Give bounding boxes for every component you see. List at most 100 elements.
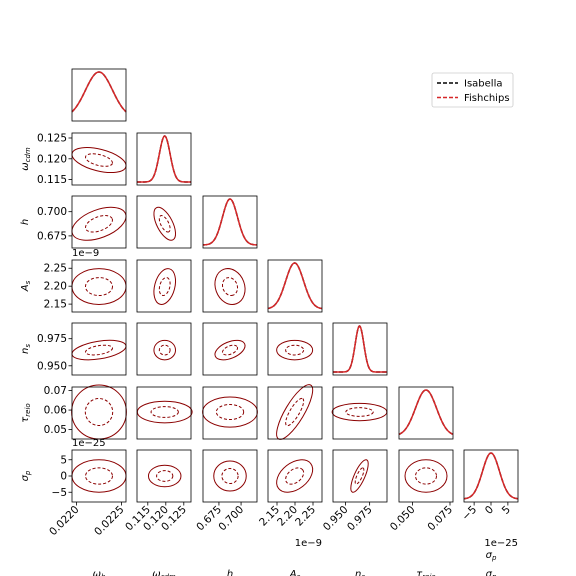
panel-tau_reio-A_s — [267, 384, 323, 440]
xtick-label-n_s-1: 0.975 — [345, 504, 375, 534]
xlabel-tau_reio: τreio — [416, 569, 435, 576]
ylabel-sigma_p: σp — [20, 470, 32, 481]
panel-A_s-h — [202, 259, 258, 313]
panel-n_s-omega_cdm — [136, 322, 192, 376]
contour-inner-A_s-omega_cdm — [158, 277, 171, 297]
ytick-label-omega_cdm-0: 0.115 — [37, 174, 67, 186]
contour-outer-A_s-omega_b — [71, 268, 127, 305]
contour-outer-n_s-h — [214, 339, 246, 361]
ytick-label-omega_cdm-2: 0.125 — [37, 132, 67, 144]
marginal-h-isabella — [202, 198, 258, 246]
contour-outer-sigma_p-omega_cdm — [147, 464, 182, 488]
marginal-n_s-fishchips — [333, 325, 387, 373]
xoffset-sigma_p: 1e−25 — [484, 538, 518, 549]
legend-fishchips-label: Fishchips — [464, 93, 510, 104]
marginal-omega_b-isabella — [71, 71, 127, 113]
contour-outer-tau_reio-omega_b — [71, 384, 127, 440]
contour-inner-sigma_p-h — [221, 467, 239, 485]
xlabel-omega_b: ωb — [93, 569, 106, 576]
ytick-label-sigma_p-2: 5 — [60, 454, 67, 466]
contour-outer-sigma_p-n_s — [350, 459, 369, 493]
panel-frame — [136, 132, 192, 186]
ytick-label-A_s-1: 2.20 — [44, 281, 67, 293]
contour-inner-tau_reio-A_s — [285, 397, 305, 427]
contour-outer-tau_reio-omega_cdm — [136, 400, 193, 424]
xtick-label-A_s-2: 2.25 — [293, 504, 318, 529]
panel-frame — [332, 386, 388, 440]
panel-frame — [136, 322, 192, 376]
panel-tau_reio-tau_reio — [398, 386, 454, 440]
ytick-label-omega_cdm-1: 0.120 — [37, 153, 67, 165]
ytick-label-A_s-0: 2.15 — [44, 299, 67, 311]
ylabel-h: h — [20, 219, 31, 225]
panel-frame — [398, 386, 454, 440]
marginal-n_s-isabella — [333, 325, 387, 373]
contour-inner-sigma_p-tau_reio — [415, 467, 437, 485]
contour-outer-n_s-omega_b — [71, 339, 127, 361]
panel-frame — [267, 449, 323, 503]
legend-isabella-label: Isabella — [464, 79, 502, 90]
yoffset-A_s: 1e−9 — [72, 248, 99, 259]
corner-panels: 0.115 0.120 0.125 ωcdm 0.675 0.700 h 2.15 2.20 2.… — [20, 68, 519, 576]
contour-inner-tau_reio-n_s — [345, 407, 374, 417]
xlabel-n_s: ns — [355, 569, 365, 576]
xtick-label-sigma_p-0: −5 — [460, 504, 479, 523]
ylabel-A_s: As — [20, 280, 32, 292]
contour-outer-sigma_p-h — [213, 460, 247, 492]
panel-frame — [136, 259, 192, 313]
xtick-label-sigma_p-1: 0 — [483, 504, 496, 517]
contour-outer-sigma_p-tau_reio — [404, 459, 448, 493]
ytick-label-n_s-0: 0.950 — [37, 360, 67, 372]
panel-frame — [71, 449, 127, 503]
marginal-omega_cdm-fishchips — [137, 135, 191, 183]
contour-inner-sigma_p-A_s — [285, 467, 305, 485]
contour-outer-h-omega_b — [71, 206, 127, 241]
ytick-label-tau_reio-0: 0.05 — [44, 424, 67, 436]
xtick-label-sigma_p-2: 5 — [500, 504, 513, 517]
marginal-A_s-fishchips — [267, 262, 323, 310]
panel-frame — [202, 259, 258, 313]
xtick-label-tau_reio-0: 0.050 — [388, 504, 418, 534]
marginal-h-fishchips — [202, 198, 258, 246]
xlabel-sigma_p: σp — [486, 569, 497, 576]
panel-frame — [136, 195, 192, 249]
xtick-label-h-1: 0.700 — [216, 504, 246, 534]
panel-frame — [202, 195, 258, 249]
panel-omega_cdm-omega_b: 0.115 0.120 0.125 ωcdm — [20, 132, 127, 186]
ylabel-omega_cdm: ωcdm — [20, 147, 32, 171]
panel-frame — [267, 259, 323, 313]
panel-frame — [267, 322, 323, 376]
contour-outer-tau_reio-A_s — [276, 384, 314, 440]
panel-omega_b-omega_b — [71, 68, 127, 122]
contour-outer-sigma_p-A_s — [276, 459, 314, 493]
panel-frame — [332, 322, 388, 376]
contour-inner-A_s-h — [221, 277, 239, 297]
contour-outer-A_s-omega_cdm — [153, 268, 177, 305]
panel-frame — [202, 322, 258, 376]
contour-inner-tau_reio-omega_b — [84, 398, 114, 427]
panel-omega_cdm-omega_cdm — [136, 132, 192, 186]
legend: Isabella Fishchips — [431, 72, 514, 108]
contour-inner-tau_reio-omega_cdm — [150, 406, 179, 418]
contour-outer-n_s-omega_cdm — [153, 339, 177, 361]
xtick-label-tau_reio-1: 0.075 — [425, 504, 455, 534]
ylabel-n_s: ns — [20, 344, 32, 354]
xtick-label-omega_b-0: 0.0220 — [47, 504, 81, 538]
yoffset-sigma_p: 1e−25 — [72, 438, 106, 449]
marginal-A_s-isabella — [267, 262, 323, 310]
contour-inner-h-omega_b — [84, 215, 114, 233]
panel-A_s-omega_cdm — [136, 259, 192, 313]
panel-frame — [136, 386, 192, 440]
ytick-label-h-1: 0.700 — [37, 206, 67, 218]
contour-inner-omega_cdm-omega_b — [85, 153, 113, 167]
contour-inner-n_s-A_s — [285, 344, 305, 356]
contour-inner-sigma_p-omega_b — [85, 467, 113, 485]
ytick-label-h-0: 0.675 — [37, 230, 67, 242]
panel-frame — [71, 322, 127, 376]
panel-tau_reio-omega_b: 0.05 0.06 0.07 τreio — [20, 384, 127, 440]
diag-xlabel-sigma_p: σp — [486, 550, 497, 562]
ytick-label-tau_reio-2: 0.07 — [44, 385, 67, 397]
